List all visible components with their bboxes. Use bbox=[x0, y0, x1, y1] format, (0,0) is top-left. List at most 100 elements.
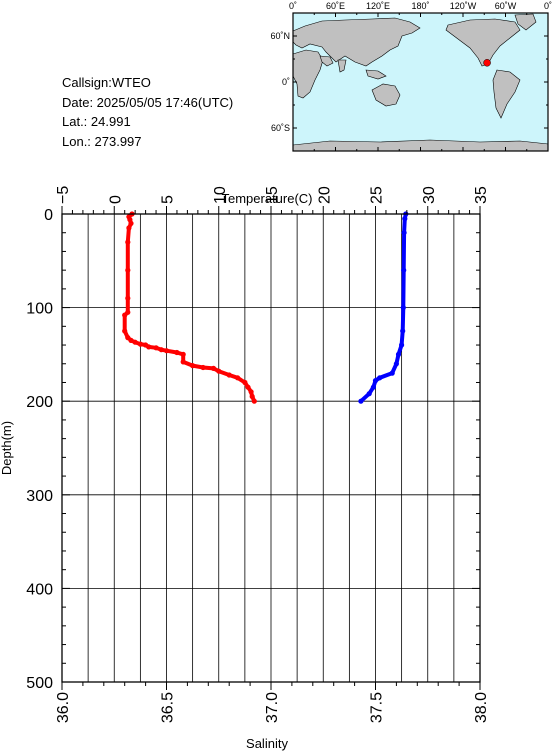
temperature-point bbox=[158, 347, 164, 353]
station-info: Callsign:WTEO Date: 2025/05/05 17:46(UTC… bbox=[62, 75, 233, 149]
depth-tick-label: 0 bbox=[44, 207, 53, 224]
temperature-tick-label: −5 bbox=[55, 186, 72, 204]
temperature-point bbox=[163, 348, 170, 354]
temperature-tick-labels: −5 0 5 10 15 20 25 30 35 bbox=[55, 186, 490, 204]
temperature-profile-line bbox=[122, 212, 257, 404]
axis-ticks bbox=[61, 206, 481, 690]
temperature-point bbox=[146, 344, 152, 350]
map-latitude-label: 0˚ bbox=[282, 77, 290, 87]
temperature-point bbox=[125, 267, 131, 273]
temperature-tick-label: 30 bbox=[421, 186, 438, 204]
land-se-asia bbox=[365, 69, 387, 80]
station-marker bbox=[483, 59, 491, 67]
temperature-point bbox=[125, 239, 131, 245]
map-latitude-label: 60˚S bbox=[271, 123, 290, 133]
salinity-point bbox=[402, 216, 408, 222]
salinity-point bbox=[358, 398, 364, 404]
map-latitude-label: 60˚N bbox=[270, 31, 290, 41]
salinity-point bbox=[401, 267, 407, 273]
salinity-point bbox=[400, 328, 406, 334]
land-australia bbox=[371, 83, 401, 107]
temperature-point bbox=[216, 368, 222, 374]
salinity-tick-labels: 36.0 36.5 37.0 37.5 38.0 bbox=[55, 692, 490, 723]
temperature-tick-label: 20 bbox=[316, 186, 333, 204]
temperature-point bbox=[153, 345, 159, 351]
map-longitude-label: 120˚W bbox=[450, 1, 477, 11]
temperature-point bbox=[251, 398, 257, 404]
temperature-point bbox=[122, 328, 128, 334]
salinity-point bbox=[377, 375, 383, 381]
temperature-tick-label: 5 bbox=[160, 195, 177, 204]
salinity-point bbox=[370, 384, 376, 390]
temperature-axis-label: Temperature(C) bbox=[221, 191, 312, 206]
temperature-tick-label: 10 bbox=[212, 186, 229, 204]
map-latitude-labels: 60˚N 0˚ 60˚S bbox=[270, 31, 290, 133]
land-africa bbox=[292, 49, 324, 99]
salinity-point bbox=[393, 361, 399, 367]
map-longitude-label: 0˚ bbox=[544, 1, 552, 11]
map-longitude-label: 60˚E bbox=[326, 1, 345, 11]
salinity-point bbox=[395, 351, 402, 357]
salinity-tick-label: 38.0 bbox=[473, 692, 490, 723]
salinity-tick-label: 36.0 bbox=[55, 692, 72, 723]
map-landmasses bbox=[292, 13, 549, 152]
temperature-point bbox=[132, 339, 138, 345]
temperature-point bbox=[248, 389, 254, 395]
temperature-point bbox=[242, 379, 248, 386]
temperature-point bbox=[210, 365, 217, 371]
salinity-point bbox=[400, 305, 406, 311]
date-text: Date: 2025/05/05 17:46(UTC) bbox=[62, 95, 233, 110]
world-map: 0˚ 60˚E 120˚E 180˚ 120˚W 60˚W 0˚ 60˚N 0˚ 60˚S bbox=[270, 1, 552, 152]
map-longitude-label: 180˚ bbox=[411, 1, 429, 11]
temperature-point bbox=[245, 384, 251, 390]
temperature-tick-label: 25 bbox=[369, 186, 386, 204]
salinity-tick-label: 37.0 bbox=[264, 692, 281, 723]
salinity-point bbox=[372, 378, 379, 384]
temperature-point bbox=[174, 349, 180, 356]
temperature-point bbox=[226, 372, 232, 378]
salinity-point bbox=[401, 230, 407, 236]
longitude-text: Lon.: 273.997 bbox=[62, 134, 142, 149]
map-longitude-label: 60˚W bbox=[495, 1, 517, 11]
temperature-point bbox=[128, 337, 134, 343]
latitude-text: Lat.: 24.991 bbox=[62, 114, 131, 129]
land-eurasia bbox=[292, 17, 421, 67]
temperature-point bbox=[125, 295, 131, 301]
depth-tick-label: 100 bbox=[26, 301, 53, 318]
depth-tick-label: 200 bbox=[26, 394, 53, 411]
land-india bbox=[337, 59, 347, 73]
temperature-point bbox=[200, 364, 206, 371]
callsign-text: Callsign:WTEO bbox=[62, 75, 151, 90]
map-longitude-label: 120˚E bbox=[366, 1, 390, 11]
land-north-america bbox=[445, 18, 521, 67]
temperature-tick-label: 15 bbox=[264, 186, 281, 204]
temperature-point bbox=[190, 363, 196, 369]
series-layer bbox=[122, 211, 409, 404]
temperature-point bbox=[180, 359, 186, 365]
depth-tick-label: 300 bbox=[26, 488, 53, 505]
depth-tick-label: 500 bbox=[26, 675, 53, 692]
temperature-point bbox=[180, 351, 186, 357]
grid-lines bbox=[61, 213, 481, 683]
map-longitude-label: 0˚ bbox=[289, 1, 297, 11]
temperature-point bbox=[137, 341, 143, 347]
temperature-point bbox=[249, 393, 255, 400]
salinity-axis-label: Salinity bbox=[246, 736, 288, 751]
depth-axis-label: Depth(m) bbox=[0, 421, 14, 475]
land-arabia bbox=[319, 55, 334, 67]
salinity-point bbox=[366, 391, 372, 397]
depth-tick-label: 400 bbox=[26, 581, 53, 598]
land-greenland bbox=[514, 13, 537, 31]
map-tick-marks bbox=[292, 12, 549, 152]
salinity-tick-label: 36.5 bbox=[160, 692, 177, 723]
salinity-point bbox=[399, 342, 405, 348]
map-longitude-labels: 0˚ 60˚E 120˚E 180˚ 120˚W 60˚W 0˚ bbox=[289, 1, 552, 11]
salinity-tick-label: 37.5 bbox=[369, 692, 386, 723]
temperature-point bbox=[128, 220, 134, 226]
temperature-point bbox=[235, 375, 241, 381]
salinity-point bbox=[389, 370, 395, 376]
temperature-point bbox=[126, 225, 132, 231]
temperature-point bbox=[122, 312, 128, 318]
depth-tick-labels: 0 100 200 300 400 500 bbox=[26, 207, 53, 692]
